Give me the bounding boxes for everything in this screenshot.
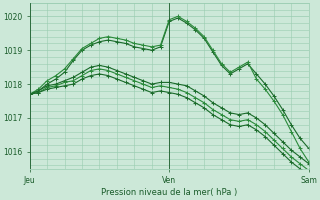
X-axis label: Pression niveau de la mer( hPa ): Pression niveau de la mer( hPa ) — [101, 188, 237, 197]
